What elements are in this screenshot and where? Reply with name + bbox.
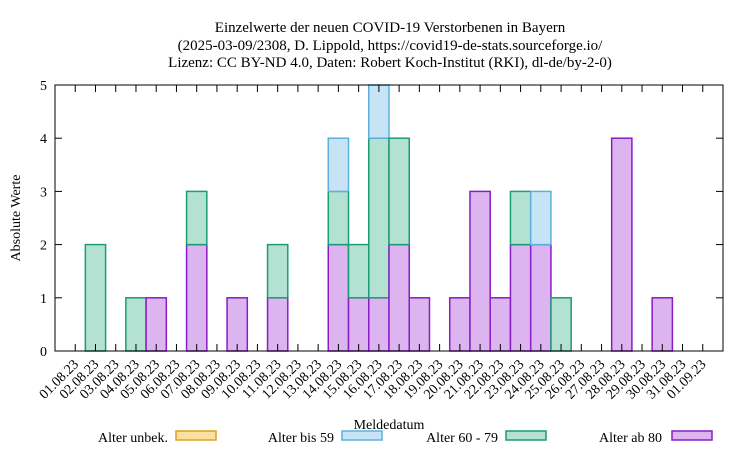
- bar-segment: [529, 243, 552, 352]
- legend-swatch: [505, 430, 547, 441]
- legend-label: Alter 60 - 79: [426, 431, 498, 446]
- bar-segment: [388, 137, 410, 246]
- y-tick-label: 3: [40, 185, 47, 200]
- bar-segment: [84, 243, 107, 352]
- bar-segment: [327, 190, 350, 246]
- bar-segment: [448, 297, 471, 352]
- plot-frame: [54, 84, 724, 352]
- legend-label: Alter unbek.: [98, 431, 168, 446]
- y-tick-label: 0: [40, 345, 47, 360]
- bar-segment: [509, 243, 532, 352]
- legend: Alter unbek. Alter bis 59 Alter 60 - 79 Alt…: [98, 430, 713, 446]
- bar-segment: [145, 297, 168, 352]
- y-tick-label: 4: [40, 132, 47, 147]
- y-tick-label: 1: [40, 292, 47, 307]
- bars-layer: [84, 84, 674, 352]
- bar-segment: [125, 297, 147, 352]
- legend-swatch: [671, 430, 713, 441]
- bar-segment: [266, 243, 289, 299]
- legend-swatch: [175, 430, 217, 441]
- chart-title-line-2: (2025-03-09/2308, D. Lippold, https://co…: [178, 38, 603, 54]
- bar-segment: [368, 137, 390, 299]
- bar-segment: [529, 190, 552, 246]
- bar-segment: [226, 297, 249, 352]
- y-axis-label: Absolute Werte: [9, 175, 24, 262]
- legend-label: Alter ab 80: [599, 431, 662, 446]
- chart-title-line-3: Lizenz: CC BY-ND 4.0, Daten: Robert Koch…: [168, 55, 612, 71]
- bar-segment: [185, 243, 208, 352]
- bar-segment: [185, 190, 208, 246]
- bar-segment: [347, 297, 370, 352]
- bar-segment: [368, 297, 390, 352]
- bar-segment: [327, 137, 350, 193]
- bar-segment: [388, 243, 410, 352]
- bar-segment: [509, 190, 532, 246]
- bar-segment: [469, 190, 491, 352]
- legend-label: Alter bis 59: [268, 431, 334, 446]
- y-axis: 0 1 2 3 4 5: [40, 79, 723, 360]
- bar-segment: [610, 137, 633, 352]
- bar-segment: [489, 297, 512, 352]
- bar-segment: [347, 243, 370, 299]
- bar-segment: [327, 243, 350, 352]
- y-tick-label: 5: [40, 79, 47, 94]
- x-axis-label: Meldedatum: [354, 418, 425, 433]
- bar-segment: [266, 297, 289, 352]
- bar-segment: [550, 297, 572, 352]
- legend-swatch: [341, 430, 383, 441]
- bar-segment: [408, 297, 431, 352]
- chart-title-line-1: Einzelwerte der neuen COVID-19 Verstorbe…: [215, 20, 566, 36]
- bar-segment: [368, 84, 390, 139]
- y-tick-label: 2: [40, 239, 47, 254]
- bar-segment: [651, 297, 674, 352]
